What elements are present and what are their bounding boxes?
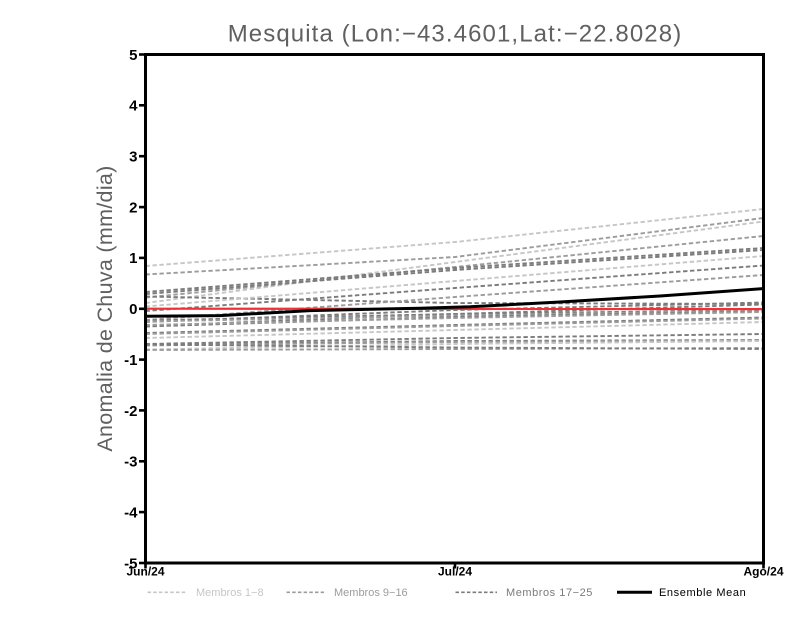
- svg-text:3: 3: [129, 149, 137, 166]
- svg-text:Anomalia de Chuva (mm/dia): Anomalia de Chuva (mm/dia): [93, 165, 117, 451]
- svg-text:0: 0: [129, 301, 137, 318]
- svg-text:-5: -5: [124, 555, 137, 572]
- svg-text:5: 5: [129, 47, 137, 64]
- svg-text:Ago/24: Ago/24: [743, 565, 783, 579]
- svg-text:Membros 1−8: Membros 1−8: [196, 587, 264, 599]
- svg-text:Membros 9−16: Membros 9−16: [334, 587, 408, 599]
- svg-text:-4: -4: [124, 504, 138, 521]
- svg-text:-1: -1: [124, 352, 137, 369]
- svg-text:Membros 17−25: Membros 17−25: [506, 587, 593, 599]
- svg-text:Jun/24: Jun/24: [126, 565, 164, 579]
- svg-text:-3: -3: [124, 454, 137, 471]
- svg-text:Mesquita (Lon:−43.4601,Lat:−22: Mesquita (Lon:−43.4601,Lat:−22.8028): [228, 21, 683, 48]
- svg-text:2: 2: [129, 199, 137, 216]
- svg-text:Ensemble Mean: Ensemble Mean: [659, 587, 746, 599]
- svg-text:Jul/24: Jul/24: [438, 565, 472, 579]
- svg-text:1: 1: [129, 250, 137, 267]
- svg-text:4: 4: [129, 98, 138, 115]
- svg-text:-2: -2: [124, 403, 137, 420]
